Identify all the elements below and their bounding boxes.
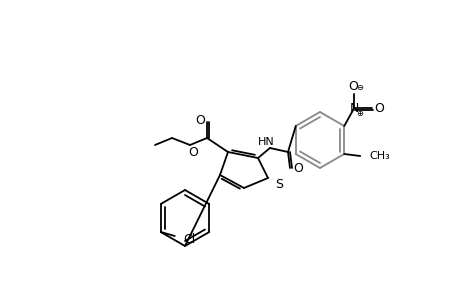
Text: CH₃: CH₃ bbox=[369, 151, 389, 161]
Text: O: O bbox=[292, 163, 302, 176]
Text: O: O bbox=[188, 146, 197, 160]
Text: N: N bbox=[349, 101, 358, 115]
Text: ⊕: ⊕ bbox=[355, 110, 362, 118]
Text: Cl: Cl bbox=[182, 233, 195, 247]
Text: HN: HN bbox=[257, 137, 274, 147]
Text: O: O bbox=[347, 80, 358, 94]
Text: O: O bbox=[374, 101, 383, 115]
Text: ⊖: ⊖ bbox=[355, 82, 362, 91]
Text: S: S bbox=[274, 178, 282, 191]
Text: O: O bbox=[195, 115, 205, 128]
